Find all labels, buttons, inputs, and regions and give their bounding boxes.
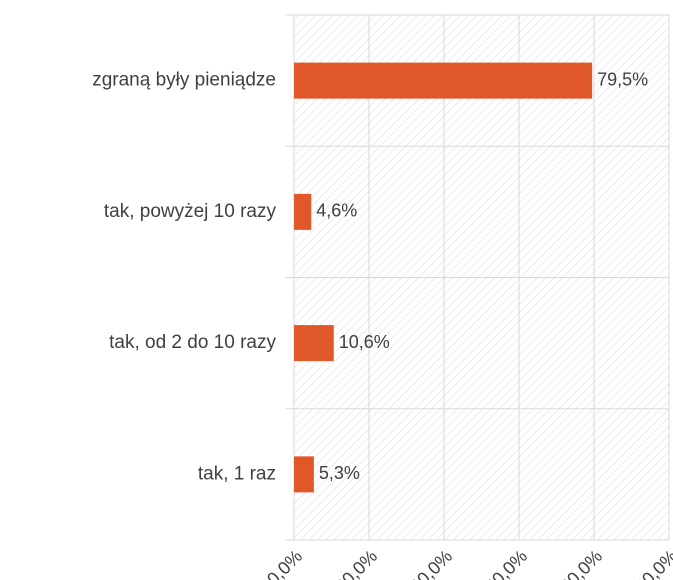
x-tick-label: 20,0% (331, 546, 381, 580)
data-label: 5,3% (319, 463, 360, 483)
data-label: 10,6% (339, 332, 390, 352)
bar (294, 325, 334, 362)
x-tick-label: 40,0% (406, 546, 456, 580)
x-tick-label: 100,0% (624, 546, 673, 580)
bar (294, 456, 314, 493)
y-tick-label: zgraną były pieniądze (92, 70, 276, 91)
data-label: 4,6% (316, 201, 357, 221)
bar (294, 193, 312, 230)
y-tick-label: tak, od 2 do 10 razy (109, 332, 276, 353)
bar (294, 62, 593, 99)
x-tick-label: 80,0% (556, 546, 606, 580)
x-tick-label: 0,0% (263, 546, 306, 580)
data-label: 79,5% (597, 69, 648, 89)
x-tick-label: 60,0% (481, 546, 531, 580)
y-tick-label: tak, powyżej 10 razy (104, 201, 277, 222)
y-tick-label: tak, 1 raz (198, 463, 276, 484)
